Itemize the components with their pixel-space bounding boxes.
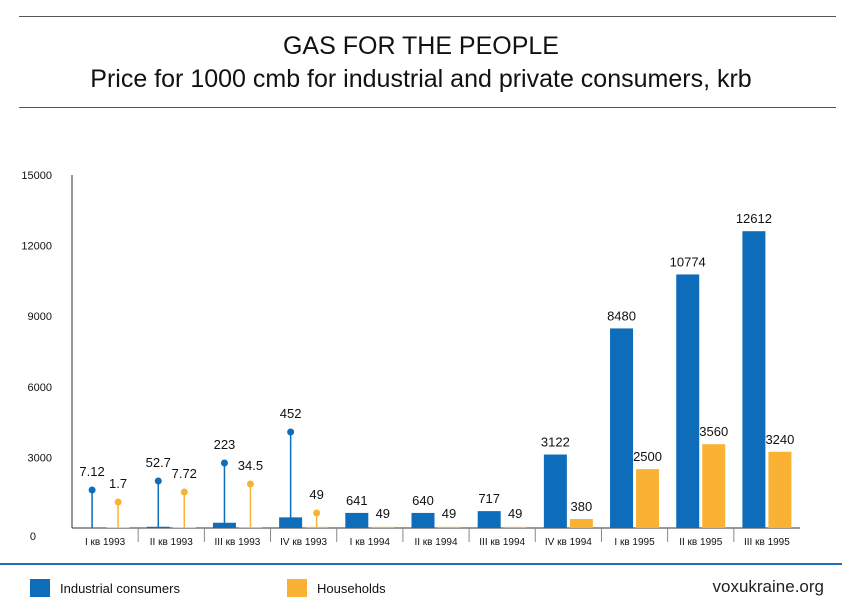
legend-item-industrial: Industrial consumers xyxy=(30,578,180,598)
legend-label-households: Households xyxy=(317,580,386,596)
x-tick-label: III кв 1995 xyxy=(744,537,790,548)
y-tick-label: 6000 xyxy=(28,382,52,394)
header-rule-top xyxy=(19,16,836,17)
y-tick-label: 0 xyxy=(30,531,36,543)
bar-households xyxy=(569,519,593,528)
x-tick-label: II кв 1993 xyxy=(150,537,193,548)
bar-industrial xyxy=(610,328,634,528)
data-label: 3122 xyxy=(541,435,570,450)
bar-households xyxy=(371,526,395,528)
chart-subtitle: Price for 1000 cmb for industrial and pr… xyxy=(90,65,752,93)
source-label: voxukraine.org xyxy=(712,577,824,596)
x-tick-label: II кв 1995 xyxy=(679,537,722,548)
callout-dot xyxy=(114,498,122,506)
data-label: 641 xyxy=(346,493,368,508)
data-label: 7.72 xyxy=(172,466,197,481)
data-label: 7.12 xyxy=(79,464,104,479)
legend-label-industrial: Industrial consumers xyxy=(60,580,180,596)
data-label: 717 xyxy=(478,491,500,506)
data-label: 12612 xyxy=(736,211,772,226)
data-label: 223 xyxy=(214,437,236,452)
x-tick-label: I кв 1993 xyxy=(85,537,126,548)
chart-title: GAS FOR THE PEOPLE xyxy=(282,32,559,60)
data-label: 10774 xyxy=(670,254,706,269)
x-tick-label: IV кв 1994 xyxy=(545,537,592,548)
bar-households xyxy=(636,469,660,528)
x-tick-label: III кв 1994 xyxy=(479,537,525,548)
bar-industrial xyxy=(676,274,700,528)
x-tick-label: IV кв 1993 xyxy=(280,537,327,548)
callout-dot xyxy=(220,459,228,467)
header-rule-bottom xyxy=(19,107,836,108)
bar-industrial xyxy=(477,511,501,528)
bar-households xyxy=(768,451,792,528)
data-label: 640 xyxy=(412,493,434,508)
data-label: 1.7 xyxy=(109,476,127,491)
legend-item-households: Households xyxy=(287,578,386,598)
data-label: 380 xyxy=(571,499,593,514)
data-label: 49 xyxy=(309,487,323,502)
data-label: 452 xyxy=(280,406,302,421)
data-label: 49 xyxy=(508,506,522,521)
bar-industrial xyxy=(543,454,567,528)
data-label: 49 xyxy=(442,506,456,521)
data-label: 3560 xyxy=(699,424,728,439)
data-label: 49 xyxy=(376,506,390,521)
y-tick-label: 12000 xyxy=(21,241,52,253)
callout-dot xyxy=(246,480,254,488)
bar-households xyxy=(503,526,527,528)
bar-industrial xyxy=(742,231,766,528)
data-label: 8480 xyxy=(607,308,636,323)
y-tick-label: 9000 xyxy=(28,311,52,323)
data-label: 52.7 xyxy=(146,455,171,470)
callout-dot xyxy=(313,509,321,517)
y-tick-label: 15000 xyxy=(21,170,52,182)
x-tick-label: I кв 1994 xyxy=(350,537,391,548)
y-tick-label: 3000 xyxy=(28,452,52,464)
bar-industrial xyxy=(345,512,369,528)
bar-households xyxy=(702,444,726,528)
x-tick-label: I кв 1995 xyxy=(614,537,655,548)
callout-dot xyxy=(180,488,188,496)
bar-chart: 0 3000 6000 9000 12000 15000 I кв 1993 II кв 19… xyxy=(21,170,800,548)
footer-accent-line xyxy=(0,563,842,565)
callout-dot xyxy=(154,477,162,485)
bar-households xyxy=(437,526,461,528)
legend-swatch-industrial xyxy=(30,579,50,597)
data-label: 2500 xyxy=(633,449,662,464)
data-label: 34.5 xyxy=(238,458,263,473)
x-tick-label: III кв 1993 xyxy=(215,537,261,548)
x-tick-label: II кв 1994 xyxy=(414,537,457,548)
callout-dot xyxy=(88,486,96,494)
bar-industrial xyxy=(411,512,435,528)
callout-dot xyxy=(287,428,295,436)
data-label: 3240 xyxy=(765,432,794,447)
legend-swatch-households xyxy=(287,579,307,597)
